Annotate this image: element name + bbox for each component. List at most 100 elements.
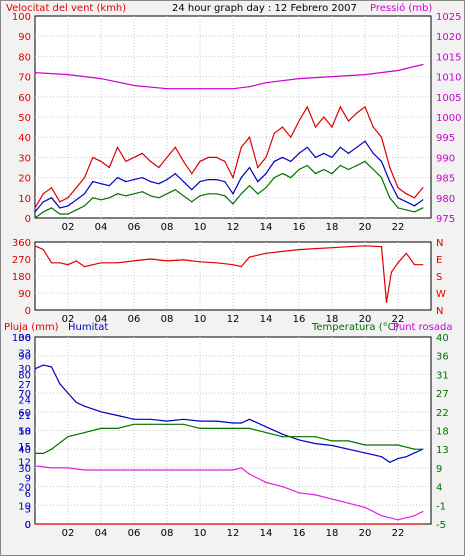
wind_avg-point — [149, 181, 152, 183]
wind_speed-point — [389, 166, 391, 169]
y-left-tick-label: 360 — [12, 238, 31, 249]
wind_low-point — [158, 197, 160, 199]
temperature-point — [215, 427, 218, 429]
wind_speed-point — [323, 116, 325, 118]
dewpoint-axis-label: Punt rosada — [393, 322, 452, 333]
wind_low-point — [372, 168, 374, 171]
wind_speed-point — [67, 197, 69, 199]
y-left-tick-label: 0 — [25, 520, 31, 531]
temperature-point — [413, 448, 416, 450]
x-tick-label: 22 — [392, 528, 405, 539]
pressure-point — [67, 74, 69, 76]
x-tick-label: 16 — [293, 528, 306, 539]
temperature-point — [199, 427, 201, 429]
x-tick-label: 14 — [260, 314, 273, 325]
wind_avg-point — [75, 199, 77, 201]
y-left-tick-label: 100 — [12, 333, 31, 344]
y-right-tick-label: 1020 — [436, 32, 461, 43]
x-tick-label: 04 — [95, 222, 108, 233]
wind_speed-point — [232, 177, 234, 179]
direction-point — [331, 247, 333, 249]
wind_speed-point — [42, 193, 44, 195]
humidity-point — [331, 444, 333, 447]
y-left2-tick-label: 21 — [18, 411, 31, 422]
y-right-tick-label: 990 — [436, 153, 455, 164]
x-tick-label: 20 — [359, 222, 372, 233]
direction-point — [42, 249, 44, 251]
pressure-point — [364, 74, 366, 76]
pressure-point — [265, 82, 267, 84]
wind_speed-point — [347, 120, 350, 122]
pressure-point — [397, 69, 399, 72]
humidity-point — [59, 383, 61, 385]
wind_avg-point — [199, 181, 201, 183]
humidity-point — [240, 422, 242, 424]
rain-point — [422, 523, 424, 525]
direction-point — [100, 262, 102, 264]
dewpoint-point — [364, 506, 366, 508]
humidity-axis-label: Humitat — [68, 322, 108, 333]
y-left-tick-label: 30 — [18, 153, 31, 164]
temperature-point — [422, 448, 424, 450]
y-right-tick-label: 1000 — [436, 113, 461, 124]
y-right-tick-label: 985 — [436, 174, 455, 185]
wind_low-point — [356, 164, 358, 167]
wind_speed-point — [133, 156, 135, 158]
pressure-point — [100, 78, 102, 80]
wind_avg-point — [158, 183, 160, 185]
humidity-point — [83, 405, 86, 407]
wind_speed-point — [141, 152, 143, 154]
temperature-point — [83, 432, 86, 434]
direction-point — [281, 250, 284, 252]
dewpoint-point — [248, 473, 251, 475]
wind_low-point — [331, 173, 333, 175]
wind_low-point — [265, 187, 267, 189]
dewpoint-point — [265, 481, 267, 483]
wind_low-point — [364, 160, 366, 162]
y-left-tick-label: 30 — [18, 464, 31, 475]
direction-point — [75, 260, 77, 262]
x-tick-label: 14 — [260, 528, 273, 539]
wind_low-point — [240, 193, 242, 195]
direction-point — [232, 264, 234, 266]
rain-axis-label: Pluja (mm) — [4, 322, 59, 333]
x-tick-label: 22 — [392, 314, 405, 325]
wind_avg-point — [281, 156, 284, 158]
wind_low-point — [422, 207, 424, 209]
wind_avg-point — [125, 181, 127, 183]
wind_speed-point — [199, 160, 201, 162]
x-tick-label: 18 — [326, 222, 339, 233]
x-tick-label: 16 — [293, 222, 306, 233]
y-right-tick-label: 18 — [436, 427, 449, 438]
x-tick-label: 10 — [194, 314, 207, 325]
wind_low-point — [405, 209, 407, 211]
wind_avg-point — [34, 211, 36, 213]
wind_avg-point — [50, 197, 53, 199]
wind_avg-point — [422, 199, 424, 201]
humidity-point — [380, 456, 383, 458]
wind_avg-point — [347, 152, 350, 154]
temperature-point — [314, 436, 317, 438]
direction-point — [298, 249, 300, 251]
x-tick-label: 18 — [326, 314, 339, 325]
direction-point — [215, 262, 218, 264]
wind_low-point — [413, 211, 416, 213]
humidity-point — [149, 418, 152, 420]
y-right-tick-label: 27 — [436, 389, 449, 400]
wind_low-point — [182, 195, 185, 197]
x-tick-label: 16 — [293, 314, 306, 325]
y-left-tick-label: 50 — [18, 427, 31, 438]
y-right-tick-label: 995 — [436, 133, 455, 144]
pressure-point — [422, 63, 424, 66]
humidity-point — [364, 452, 366, 454]
dewpoint-point — [83, 469, 86, 471]
wind_low-point — [347, 168, 350, 171]
wind_speed-point — [380, 136, 383, 138]
dewpoint-point — [182, 469, 185, 471]
y-left-tick-label: 50 — [18, 113, 31, 124]
wind_avg-point — [166, 179, 168, 181]
humidity-point — [298, 439, 300, 441]
wind_avg-point — [306, 146, 308, 148]
temperature-point — [133, 423, 135, 425]
